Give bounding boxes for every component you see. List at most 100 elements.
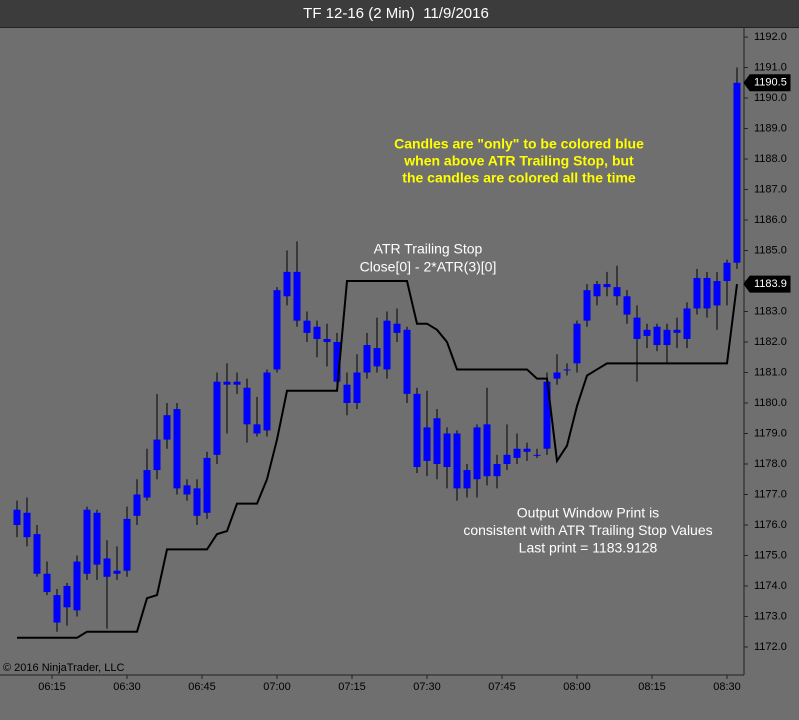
candle-body bbox=[323, 338, 331, 343]
y-tick-label: 1172.0 bbox=[754, 641, 787, 653]
candle-body bbox=[23, 512, 31, 538]
last-price-label-box bbox=[743, 74, 791, 92]
candle-body bbox=[453, 433, 461, 489]
candle-body bbox=[203, 457, 211, 513]
candle-body bbox=[333, 342, 341, 382]
candle-body bbox=[663, 329, 671, 346]
annotation-output: Last print = 1183.9128 bbox=[519, 540, 658, 556]
x-tick-label: 07:15 bbox=[338, 681, 366, 693]
candle-body bbox=[543, 381, 551, 449]
candle-body bbox=[213, 381, 221, 455]
candle-body bbox=[83, 509, 91, 574]
candle-body bbox=[523, 448, 531, 452]
candle-body bbox=[113, 570, 121, 574]
candle-body bbox=[273, 290, 281, 370]
y-tick-label: 1183.0 bbox=[754, 305, 787, 317]
chart-background bbox=[0, 27, 799, 720]
candle-body bbox=[373, 348, 381, 367]
y-tick-label: 1175.0 bbox=[754, 549, 787, 561]
y-tick-label: 1181.0 bbox=[754, 366, 787, 378]
y-tick-label: 1191.0 bbox=[754, 61, 787, 73]
chart-title: TF 12-16 (2 Min) 11/9/2016 bbox=[303, 5, 489, 22]
candle-body bbox=[613, 287, 621, 297]
y-tick-label: 1182.0 bbox=[754, 336, 787, 348]
candle-body bbox=[153, 439, 161, 471]
candle-body bbox=[553, 372, 561, 379]
title-bar bbox=[0, 0, 799, 27]
y-tick-label: 1178.0 bbox=[754, 458, 787, 470]
candle-body bbox=[103, 558, 111, 577]
candle-body bbox=[463, 470, 471, 489]
x-tick-label: 08:30 bbox=[713, 681, 741, 693]
copyright: © 2016 NinjaTrader, LLC bbox=[3, 662, 124, 674]
candle-body bbox=[353, 372, 361, 403]
x-tick-label: 07:00 bbox=[263, 681, 291, 693]
y-tick-label: 1187.0 bbox=[754, 183, 787, 195]
candle-body bbox=[603, 284, 611, 288]
candle-body bbox=[593, 284, 601, 297]
candle-body bbox=[503, 454, 511, 464]
candle-body bbox=[563, 369, 571, 371]
y-tick-label: 1188.0 bbox=[754, 153, 787, 165]
candle-body bbox=[253, 424, 261, 434]
candle-body bbox=[53, 595, 61, 623]
candle-body bbox=[33, 534, 41, 574]
y-tick-label: 1192.0 bbox=[754, 31, 787, 43]
candle-body bbox=[13, 509, 21, 525]
x-tick-label: 07:30 bbox=[413, 681, 441, 693]
candle-body bbox=[693, 277, 701, 309]
x-tick-label: 06:30 bbox=[113, 681, 141, 693]
x-tick-label: 08:00 bbox=[563, 681, 591, 693]
candle-body bbox=[63, 585, 71, 608]
candle-body bbox=[363, 345, 371, 373]
x-tick-label: 07:45 bbox=[488, 681, 516, 693]
y-tick-label: 1173.0 bbox=[754, 610, 787, 622]
annotation-output: Output Window Print is bbox=[517, 505, 659, 521]
candle-body bbox=[193, 488, 201, 516]
annotation-note: when above ATR Trailing Stop, but bbox=[403, 153, 634, 169]
candle-body bbox=[433, 418, 441, 464]
candle-body bbox=[223, 381, 231, 385]
candle-body bbox=[43, 573, 51, 593]
candle-body bbox=[513, 448, 521, 458]
candle-body bbox=[633, 317, 641, 339]
candle-body bbox=[303, 320, 311, 333]
y-tick-label: 1180.0 bbox=[754, 397, 787, 409]
candle-body bbox=[473, 427, 481, 480]
candle-body bbox=[283, 271, 291, 297]
candle-body bbox=[713, 281, 721, 306]
last-stop-label: 1183.9 bbox=[754, 278, 787, 290]
candle-body bbox=[533, 454, 541, 456]
candle-body bbox=[443, 433, 451, 468]
candle-body bbox=[173, 409, 181, 489]
candle-body bbox=[573, 323, 581, 364]
annotation-stop: ATR Trailing Stop bbox=[374, 241, 483, 257]
candle-body bbox=[493, 463, 501, 477]
candle-body bbox=[343, 384, 351, 403]
annotation-output: consistent with ATR Trailing Stop Values bbox=[463, 522, 712, 538]
candle-body bbox=[643, 329, 651, 336]
candle-body bbox=[723, 262, 731, 282]
candle-body bbox=[93, 512, 101, 565]
y-tick-label: 1190.0 bbox=[754, 92, 787, 104]
trailing-stop-line bbox=[17, 280, 738, 639]
y-tick-label: 1179.0 bbox=[754, 427, 787, 439]
last-stop-label-box bbox=[743, 275, 791, 293]
annotation-stop: Close[0] - 2*ATR(3)[0] bbox=[360, 259, 497, 275]
y-tick-label: 1186.0 bbox=[754, 214, 787, 226]
candle-body bbox=[483, 424, 491, 477]
candle-body bbox=[163, 415, 171, 440]
candle-body bbox=[423, 427, 431, 461]
candle-body bbox=[703, 277, 711, 309]
candle-body bbox=[313, 326, 321, 339]
candle-body bbox=[123, 518, 131, 571]
annotation-note: the candles are colored all the time bbox=[402, 170, 636, 186]
x-tick-label: 06:15 bbox=[38, 681, 66, 693]
candle-body bbox=[383, 320, 391, 370]
candle-body bbox=[653, 326, 661, 346]
candle-body bbox=[183, 485, 191, 495]
candle-body bbox=[683, 308, 691, 339]
candle-body bbox=[413, 393, 421, 468]
candle-body bbox=[233, 381, 241, 385]
